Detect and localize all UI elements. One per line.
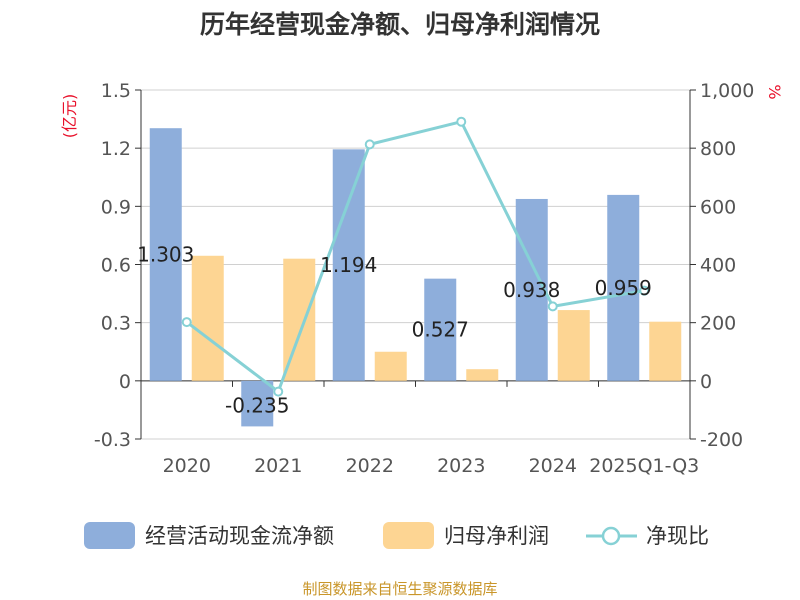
- cashflow-value-label: 1.303: [137, 243, 194, 267]
- data-labels: 1.303 -0.235 1.194 0.527 0.938 0.959: [137, 243, 652, 418]
- ratio-line: [181, 116, 650, 397]
- right-tick-label: 1,000: [700, 80, 754, 102]
- cashflow-value-label: 1.194: [320, 253, 377, 277]
- bars: [149, 128, 682, 427]
- left-tick-label: 0.9: [101, 196, 131, 218]
- right-tick-label: 600: [700, 196, 736, 218]
- ratio-point-2024: [547, 301, 558, 312]
- bar-profit-2024: [557, 310, 590, 381]
- legend-label-ratio: 净现比: [646, 524, 709, 548]
- legend-label-cashflow: 经营活动现金流净额: [145, 524, 334, 548]
- axes: -0.3 0 0.3 0.6 0.9 1.2 1.5 -200 0 200 400 600 800 1,0…: [94, 80, 754, 477]
- cashflow-value-label: 0.959: [595, 276, 652, 300]
- right-tick-label: 0: [700, 371, 712, 393]
- left-tick-label: 1.2: [101, 138, 131, 160]
- legend-swatch-ratio-marker: [601, 526, 621, 546]
- left-axis-unit: (亿元): [60, 94, 79, 139]
- right-tick-label: -200: [700, 429, 743, 451]
- left-tick-label: 0.6: [101, 255, 131, 277]
- ratio-point-2022: [364, 139, 375, 150]
- category-label: 2024: [529, 455, 577, 477]
- left-tick-label: 0: [119, 371, 131, 393]
- category-label: 2021: [254, 455, 302, 477]
- bar-cashflow-2025Q1-Q3: [607, 194, 640, 381]
- bar-cashflow-2021: [241, 380, 274, 427]
- category-label: 2023: [437, 455, 485, 477]
- legend-swatch-profit: [383, 522, 434, 549]
- source-note: 制图数据来自恒生聚源数据库: [302, 580, 497, 598]
- category-label: 2025Q1-Q3: [589, 455, 699, 477]
- category-label: 2022: [346, 455, 394, 477]
- left-tick-label: 0.3: [101, 313, 131, 335]
- ratio-point-2025Q1-Q3: [639, 285, 650, 296]
- right-tick-label: 400: [700, 255, 736, 277]
- right-tick-label: 800: [700, 138, 736, 160]
- ratio-line-path: [185, 120, 645, 394]
- left-tick-label: 1.5: [101, 80, 131, 102]
- cashflow-value-label: 0.938: [503, 278, 560, 302]
- bar-profit-2025Q1-Q3: [649, 321, 682, 381]
- chart-title: 历年经营现金净额、归母净利润情况: [200, 10, 600, 39]
- bar-profit-2023: [466, 369, 499, 381]
- legend: 经营活动现金流净额 归母净利润 净现比: [84, 522, 709, 549]
- left-tick-label: -0.3: [94, 429, 131, 451]
- bar-cashflow-2024: [515, 198, 548, 381]
- category-label: 2020: [163, 455, 211, 477]
- legend-swatch-cashflow: [84, 522, 135, 549]
- bar-cashflow-2022: [332, 149, 365, 381]
- ratio-point-2021: [273, 386, 284, 397]
- cashflow-value-label: 0.527: [412, 318, 469, 342]
- bar-profit-2022: [374, 351, 407, 381]
- ratio-point-2020: [181, 317, 192, 328]
- ratio-point-2023: [456, 116, 467, 127]
- right-axis-unit: %: [765, 84, 784, 99]
- cashflow-value-label: -0.235: [225, 393, 289, 417]
- bar-cashflow-2023: [424, 278, 457, 381]
- right-tick-label: 200: [700, 313, 736, 335]
- bar-profit-2020: [191, 255, 224, 381]
- bar-cashflow-2020: [149, 128, 182, 381]
- legend-label-profit: 归母净利润: [444, 524, 549, 548]
